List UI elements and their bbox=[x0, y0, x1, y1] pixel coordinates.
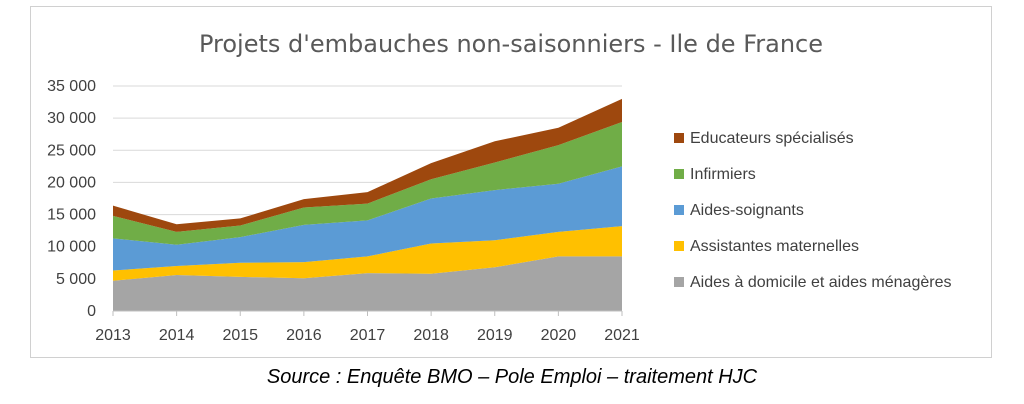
legend-swatch bbox=[674, 277, 684, 287]
x-tick-label: 2013 bbox=[95, 327, 131, 344]
x-tick-label: 2014 bbox=[159, 327, 195, 344]
x-tick-label: 2016 bbox=[286, 327, 322, 344]
legend-swatch bbox=[674, 133, 684, 143]
y-tick-label: 30 000 bbox=[47, 110, 96, 127]
stacked-area-chart: Projets d'embauches non-saisonniers - Il… bbox=[47, 30, 951, 344]
source-caption: Source : Enquête BMO – Pole Emploi – tra… bbox=[266, 366, 758, 388]
legend-swatch bbox=[674, 205, 684, 215]
area-series-3 bbox=[113, 166, 622, 271]
legend-label: Aides-soignants bbox=[690, 202, 804, 219]
legend-swatch bbox=[674, 169, 684, 179]
legend-label: Aides à domicile et aides ménagères bbox=[690, 274, 951, 291]
x-tick-label: 2015 bbox=[222, 327, 258, 344]
y-tick-label: 25 000 bbox=[47, 142, 96, 159]
area-series-1 bbox=[113, 256, 622, 311]
y-tick-label: 0 bbox=[87, 303, 96, 320]
x-tick-label: 2018 bbox=[413, 327, 449, 344]
area-series-4 bbox=[113, 122, 622, 245]
y-tick-label: 15 000 bbox=[47, 207, 96, 224]
y-tick-label: 20 000 bbox=[47, 174, 96, 191]
y-tick-label: 5 000 bbox=[56, 271, 96, 288]
x-tick-label: 2017 bbox=[350, 327, 386, 344]
area-series-2 bbox=[113, 226, 622, 281]
legend-label: Infirmiers bbox=[690, 166, 756, 183]
legend-label: Assistantes maternelles bbox=[690, 238, 859, 255]
legend-swatch bbox=[674, 241, 684, 251]
x-tick-label: 2019 bbox=[477, 327, 513, 344]
x-tick-label: 2021 bbox=[604, 327, 640, 344]
chart-title: Projets d'embauches non-saisonniers - Il… bbox=[199, 30, 823, 58]
legend-label: Educateurs spécialisés bbox=[690, 130, 854, 147]
y-tick-label: 10 000 bbox=[47, 239, 96, 256]
y-tick-label: 35 000 bbox=[47, 78, 96, 95]
x-tick-label: 2020 bbox=[541, 327, 577, 344]
